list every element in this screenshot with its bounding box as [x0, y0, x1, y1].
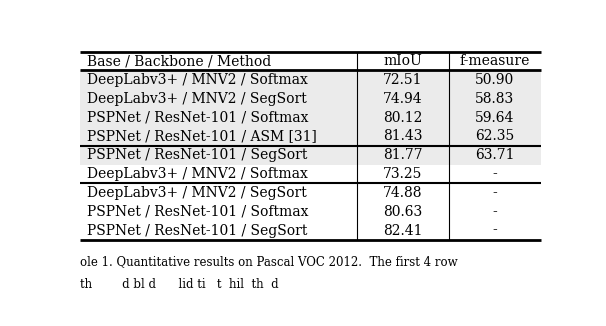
- Bar: [81, 108, 541, 165]
- Text: PSPNet / ResNet-101 / SegSort: PSPNet / ResNet-101 / SegSort: [87, 148, 308, 162]
- Text: ole 1. Quantitative results on Pascal VOC 2012.  The first 4 row: ole 1. Quantitative results on Pascal VO…: [81, 255, 458, 268]
- Text: -: -: [492, 167, 497, 181]
- Bar: [81, 70, 541, 108]
- Text: PSPNet / ResNet-101 / ASM [31]: PSPNet / ResNet-101 / ASM [31]: [87, 129, 318, 143]
- Text: DeepLabv3+ / MNV2 / Softmax: DeepLabv3+ / MNV2 / Softmax: [87, 73, 308, 87]
- Text: 50.90: 50.90: [475, 73, 514, 87]
- Text: mIoU: mIoU: [383, 54, 422, 68]
- Text: PSPNet / ResNet-101 / Softmax: PSPNet / ResNet-101 / Softmax: [87, 111, 309, 125]
- Text: -: -: [492, 205, 497, 219]
- Text: 74.94: 74.94: [383, 92, 422, 106]
- Text: 73.25: 73.25: [383, 167, 422, 181]
- Text: -: -: [492, 186, 497, 200]
- Text: 80.12: 80.12: [383, 111, 422, 125]
- Text: 62.35: 62.35: [475, 129, 514, 143]
- Text: th        d bl d      lid ti   t  hil  th  d: th d bl d lid ti t hil th d: [81, 278, 279, 290]
- Text: 81.77: 81.77: [383, 148, 422, 162]
- Text: 80.63: 80.63: [383, 205, 422, 219]
- Text: DeepLabv3+ / MNV2 / Softmax: DeepLabv3+ / MNV2 / Softmax: [87, 167, 308, 181]
- Text: 63.71: 63.71: [475, 148, 514, 162]
- Text: 82.41: 82.41: [383, 224, 422, 238]
- Text: DeepLabv3+ / MNV2 / SegSort: DeepLabv3+ / MNV2 / SegSort: [87, 92, 307, 106]
- Text: f-measure: f-measure: [459, 54, 530, 68]
- Text: 74.88: 74.88: [383, 186, 422, 200]
- Text: PSPNet / ResNet-101 / SegSort: PSPNet / ResNet-101 / SegSort: [87, 224, 308, 238]
- Text: -: -: [492, 224, 497, 238]
- Text: DeepLabv3+ / MNV2 / SegSort: DeepLabv3+ / MNV2 / SegSort: [87, 186, 307, 200]
- Text: 58.83: 58.83: [475, 92, 514, 106]
- Text: 59.64: 59.64: [475, 111, 514, 125]
- Text: 81.43: 81.43: [383, 129, 422, 143]
- Text: Base / Backbone / Method: Base / Backbone / Method: [87, 54, 271, 68]
- Text: 72.51: 72.51: [383, 73, 422, 87]
- Text: PSPNet / ResNet-101 / Softmax: PSPNet / ResNet-101 / Softmax: [87, 205, 309, 219]
